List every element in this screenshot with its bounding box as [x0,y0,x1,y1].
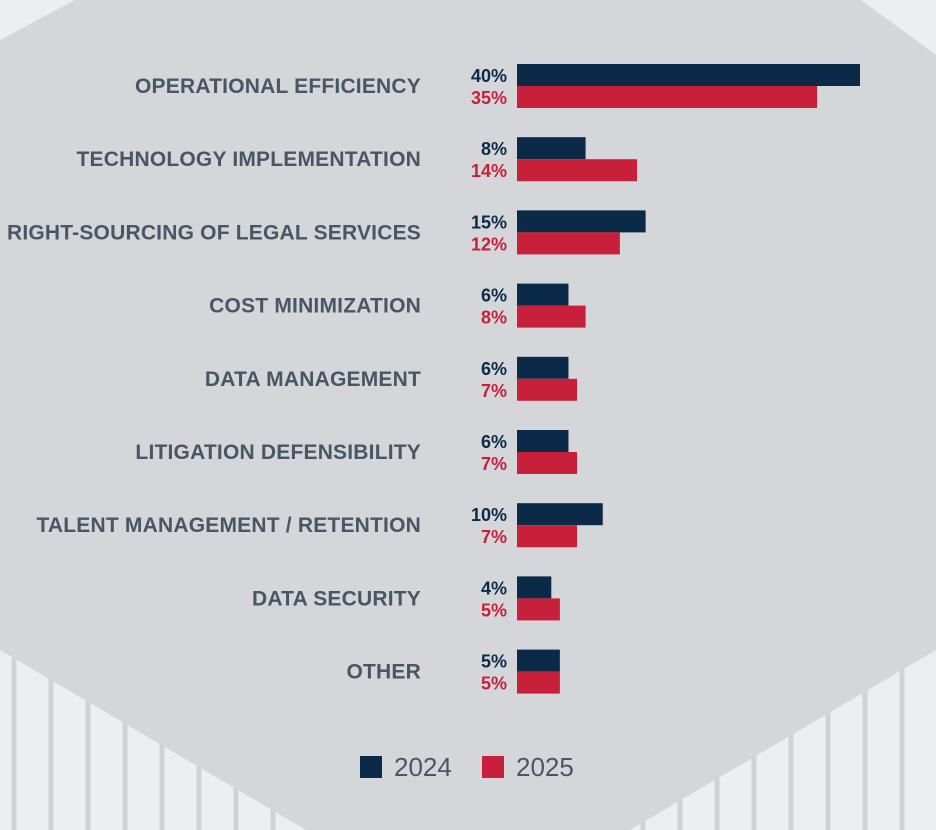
bar-2025 [517,232,620,255]
category-label: TALENT MANAGEMENT / RETENTION [36,514,421,537]
bar-2024 [517,283,569,306]
category-label: OPERATIONAL EFFICIENCY [135,75,421,98]
value-label-2025: 7% [481,527,507,547]
value-labels: 40%35%8%14%15%12%6%8%6%7%6%7%10%7%4%5%5%… [471,66,507,694]
bar-2024 [517,430,569,452]
category-label: DATA SECURITY [252,587,421,610]
value-label-2024: 40% [471,66,507,86]
category-label: DATA MANAGEMENT [205,368,421,391]
legend: 2024 2025 [360,752,574,782]
legend-label-2024: 2024 [394,752,452,782]
value-label-2024: 10% [471,505,507,525]
bar-2024 [517,503,603,526]
value-label-2025: 14% [471,161,507,181]
category-label: COST MINIMIZATION [209,295,421,318]
legend-swatch-2025 [482,756,504,778]
bar-2024 [517,356,569,379]
bar-2025 [517,378,578,401]
legend-label-2025: 2025 [516,752,574,782]
bar-2024 [517,576,552,599]
value-label-2025: 35% [471,88,507,108]
bar-2025 [517,86,818,108]
bar-2024 [517,137,586,160]
value-label-2025: 8% [481,308,507,328]
bar-2025 [517,525,578,548]
bar-2025 [517,452,578,474]
legend-swatch-2024 [360,756,382,778]
value-label-2024: 8% [481,139,507,159]
value-label-2025: 5% [481,674,507,694]
bar-2025 [517,305,586,328]
bar-2024 [517,210,646,233]
category-label: OTHER [347,661,422,684]
bar-2024 [517,649,560,672]
value-label-2024: 6% [481,432,507,452]
value-label-2025: 12% [471,234,507,254]
value-label-2025: 7% [481,381,507,401]
category-label: RIGHT-SOURCING OF LEGAL SERVICES [7,221,421,244]
bars [517,64,860,694]
value-label-2024: 6% [481,359,507,379]
value-label-2024: 5% [481,652,507,672]
value-label-2024: 6% [481,286,507,306]
value-label-2024: 15% [471,212,507,232]
value-label-2025: 7% [481,454,507,474]
category-label: LITIGATION DEFENSIBILITY [135,441,421,464]
value-label-2025: 5% [481,600,507,620]
category-label: TECHNOLOGY IMPLEMENTATION [77,148,422,171]
bar-2024 [517,64,860,86]
category-labels: OPERATIONAL EFFICIENCY TECHNOLOGY IMPLEME… [7,75,421,684]
bar-2025 [517,159,638,182]
bar-2025 [517,671,560,694]
bar-2025 [517,598,560,621]
value-label-2024: 4% [481,578,507,598]
